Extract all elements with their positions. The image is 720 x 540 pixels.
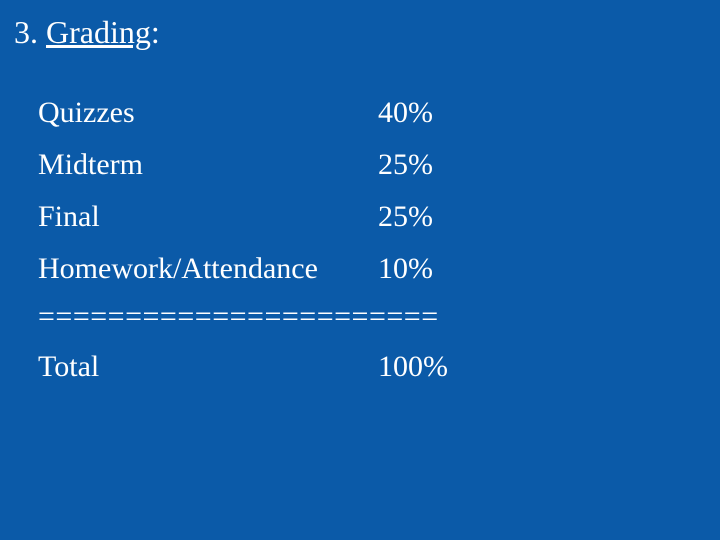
- table-row: Quizzes 40%: [38, 88, 558, 140]
- row-value: 25%: [378, 150, 518, 180]
- row-label: Homework/Attendance: [38, 254, 378, 284]
- total-row: Total 100%: [38, 342, 558, 394]
- section-title: Grading: [46, 14, 151, 50]
- table-row: Homework/Attendance 10%: [38, 244, 558, 296]
- row-label: Midterm: [38, 150, 378, 180]
- row-value: 25%: [378, 202, 518, 232]
- total-value: 100%: [378, 352, 518, 382]
- row-label: Quizzes: [38, 98, 378, 128]
- table-row: Midterm 25%: [38, 140, 558, 192]
- section-title-suffix: :: [151, 14, 160, 50]
- divider-line: =======================: [38, 296, 558, 342]
- table-row: Final 25%: [38, 192, 558, 244]
- total-label: Total: [38, 352, 378, 382]
- row-label: Final: [38, 202, 378, 232]
- grading-table: Quizzes 40% Midterm 25% Final 25% Homewo…: [38, 88, 558, 394]
- row-value: 40%: [378, 98, 518, 128]
- section-number: 3.: [14, 14, 38, 51]
- row-value: 10%: [378, 254, 518, 284]
- section-header: 3.Grading:: [14, 14, 160, 51]
